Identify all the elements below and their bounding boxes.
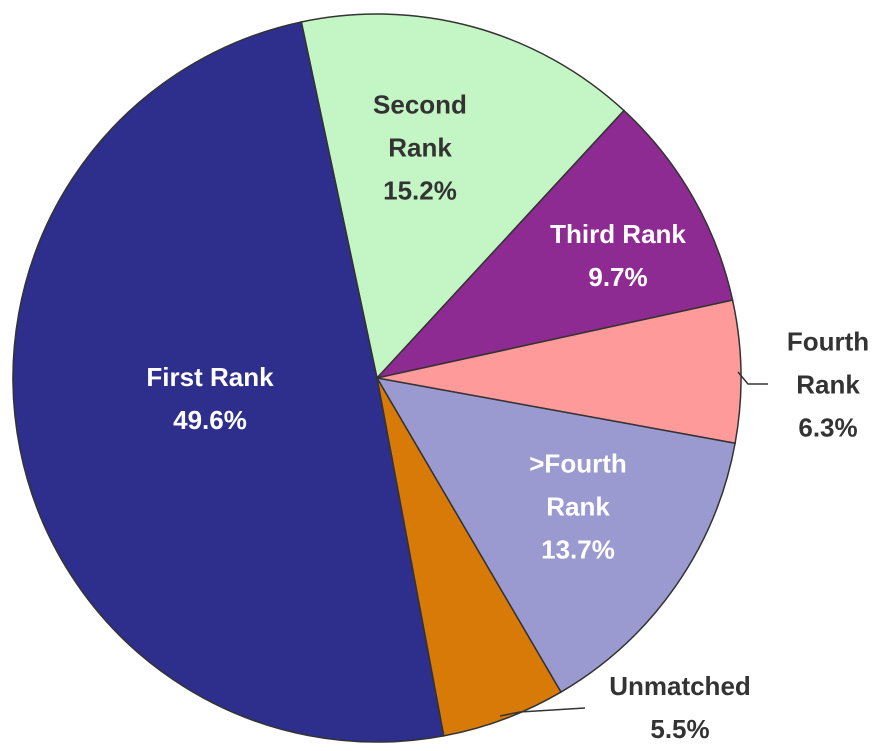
pie-slice xyxy=(376,299,742,445)
slice-name: >Fourth Rank xyxy=(529,448,627,522)
slice-label: Unmatched 5.5% xyxy=(570,665,790,751)
slice-label: First Rank 49.6% xyxy=(100,356,320,442)
slice-name: Unmatched xyxy=(609,671,751,701)
slice-value: 9.7% xyxy=(588,262,648,292)
leader-line xyxy=(499,707,586,717)
pie-slice xyxy=(300,13,626,380)
slice-label: Second Rank 15.2% xyxy=(350,84,490,213)
slice-value: 13.7% xyxy=(541,534,615,565)
slice-value: 15.2% xyxy=(383,175,457,206)
pie-slice xyxy=(375,376,736,694)
slice-name: First Rank xyxy=(146,362,274,392)
slice-label: Third Rank 9.7% xyxy=(508,213,728,299)
slice-value: 5.5% xyxy=(650,714,710,744)
leader-line xyxy=(737,371,768,385)
slice-name: Second Rank xyxy=(373,89,467,163)
slice-value: 6.3% xyxy=(798,412,858,443)
slice-value: 49.6% xyxy=(173,405,247,435)
pie-slice xyxy=(374,109,734,380)
slice-name: Third Rank xyxy=(550,219,686,249)
slice-name: Fourth Rank xyxy=(786,326,870,400)
pie-slice xyxy=(12,21,445,743)
slice-label: Fourth Rank 6.3% xyxy=(768,321,884,450)
slice-label: >Fourth Rank 13.7% xyxy=(503,443,653,572)
